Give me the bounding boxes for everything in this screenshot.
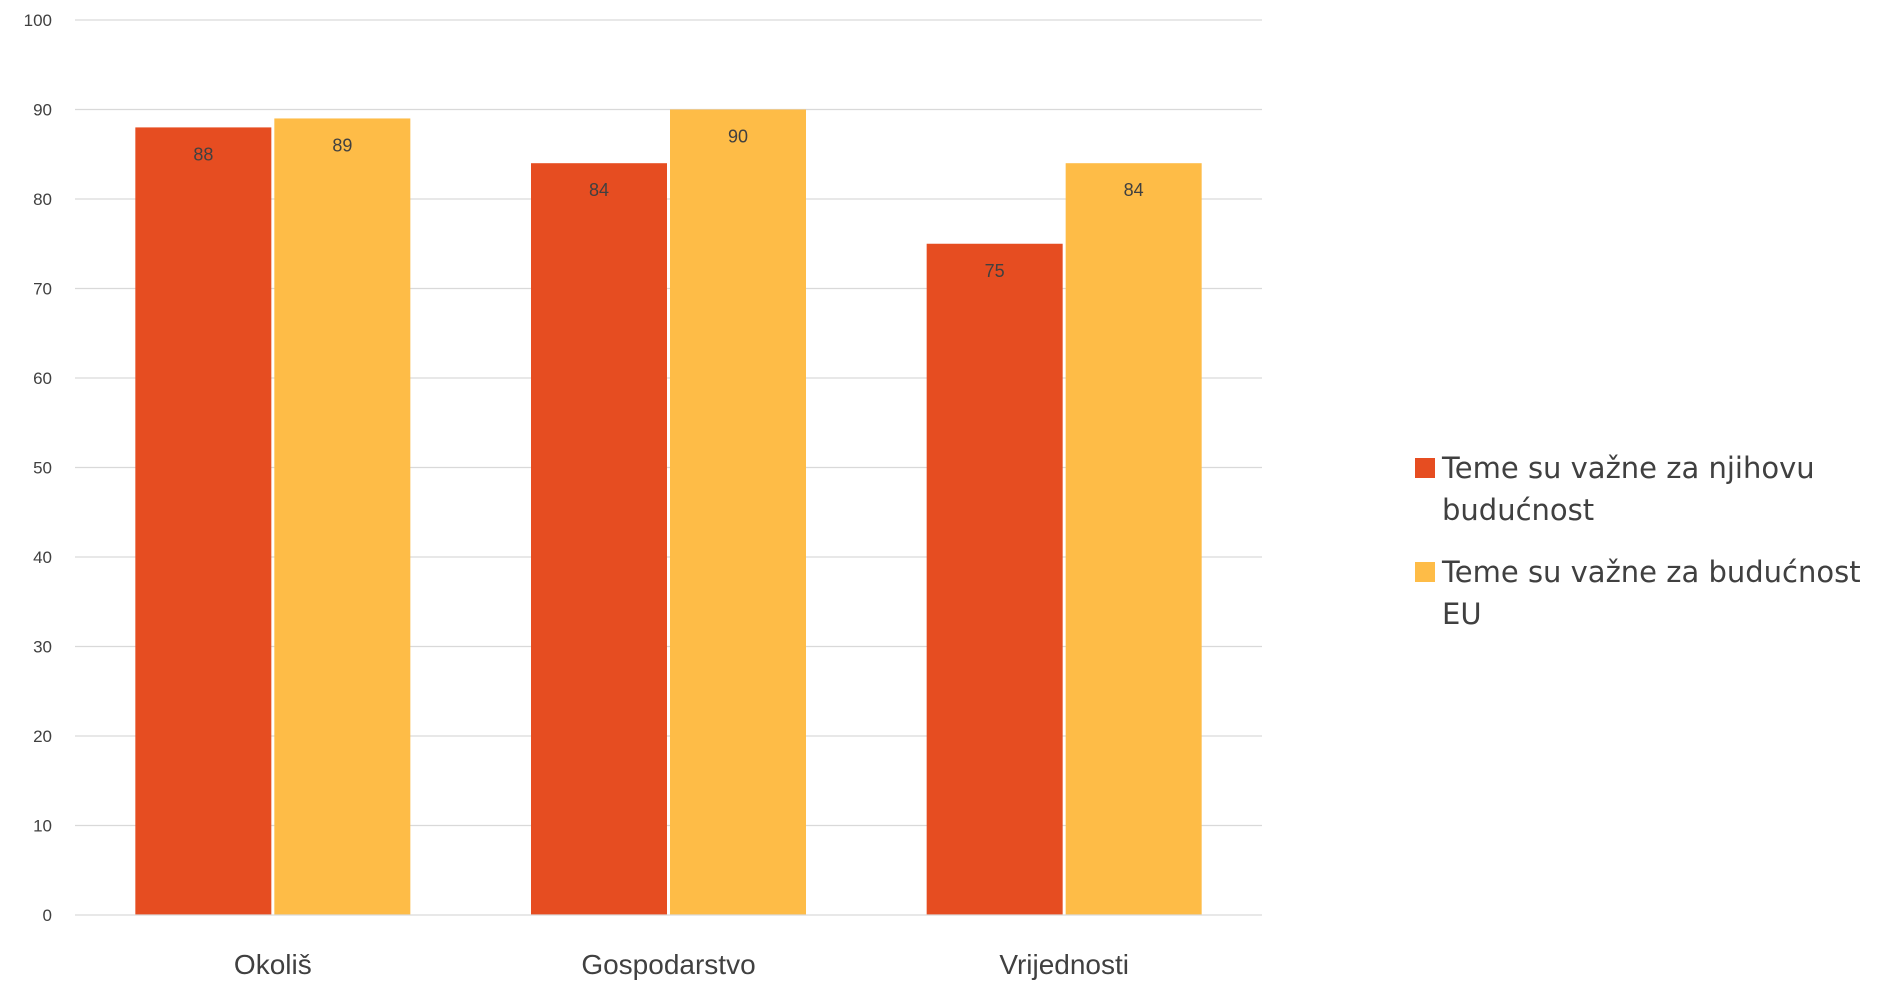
bar-series-1-1 xyxy=(531,163,667,915)
y-tick-label-100: 100 xyxy=(24,11,52,30)
y-tick-label-40: 40 xyxy=(33,548,52,567)
legend-label-series-1: Teme su važne za njihovu budućnost xyxy=(1442,451,1815,527)
data-label-series-1-1: 84 xyxy=(589,180,609,200)
y-tick-label-80: 80 xyxy=(33,190,52,209)
x-axis-category-labels: Okoliš Gospodarstvo Vrijednosti xyxy=(234,949,1129,980)
bar-series-2-1 xyxy=(670,109,806,915)
data-labels: 88 89 84 90 75 84 xyxy=(193,127,1143,281)
legend-swatch-series-1 xyxy=(1415,458,1435,478)
bar-series-2-0 xyxy=(274,118,411,915)
data-label-series-2-2: 84 xyxy=(1124,180,1144,200)
x-category-label-1: Gospodarstvo xyxy=(581,949,755,980)
gridlines xyxy=(75,19,1262,827)
x-category-label-2: Vrijednosti xyxy=(999,949,1129,980)
y-axis-tick-labels: 0 10 20 30 40 50 60 70 80 90 100 xyxy=(24,11,52,925)
y-tick-label-60: 60 xyxy=(33,369,52,388)
data-label-series-1-0: 88 xyxy=(193,144,213,164)
data-label-series-1-2: 75 xyxy=(985,261,1005,281)
data-label-series-2-0: 89 xyxy=(332,135,352,155)
y-tick-label-30: 30 xyxy=(33,638,52,657)
y-tick-label-0: 0 xyxy=(43,906,52,925)
legend-item-series-2: Teme su važne za budućnost EU xyxy=(1415,551,1880,635)
y-tick-label-70: 70 xyxy=(33,280,52,299)
legend: Teme su važne za njihovu budućnost Teme … xyxy=(1415,447,1880,655)
bar-series-1-0 xyxy=(135,127,272,915)
y-tick-label-10: 10 xyxy=(33,817,52,836)
bar-series-1-2 xyxy=(926,243,1063,915)
legend-item-series-1: Teme su važne za njihovu budućnost xyxy=(1415,447,1880,531)
x-category-label-0: Okoliš xyxy=(234,949,312,980)
legend-label-series-2: Teme su važne za budućnost EU xyxy=(1442,555,1861,631)
bar-series-2-2 xyxy=(1065,163,1202,915)
data-label-series-2-1: 90 xyxy=(728,127,748,147)
y-tick-label-90: 90 xyxy=(33,101,52,120)
legend-swatch-series-2 xyxy=(1415,562,1435,582)
y-tick-label-50: 50 xyxy=(33,459,52,478)
bars xyxy=(135,109,1202,915)
y-tick-label-20: 20 xyxy=(33,727,52,746)
